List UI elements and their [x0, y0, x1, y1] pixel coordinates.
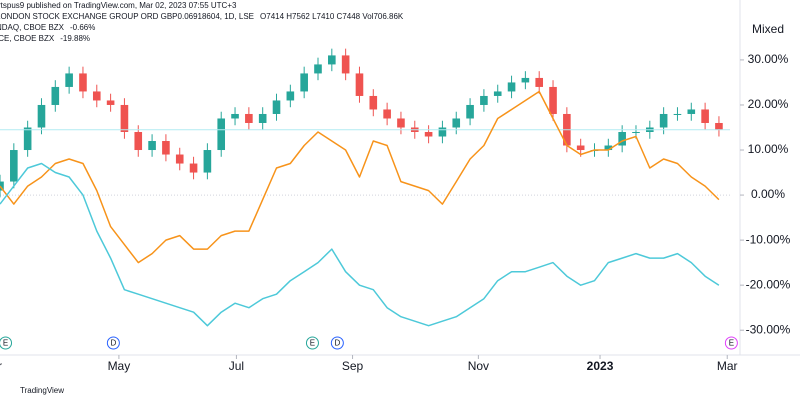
event-label: D [334, 339, 340, 348]
scale-label: Mixed [752, 22, 784, 36]
event-marker [0, 336, 13, 350]
event-label: E [729, 339, 734, 348]
candle-body [258, 113, 267, 123]
legend-entry: ICE, CBOE BZX [0, 34, 55, 43]
candle-body [632, 131, 640, 133]
event-marker [305, 336, 319, 350]
y-tick-label: 30.00% [748, 52, 789, 66]
plot [0, 48, 730, 327]
candle-body [120, 104, 129, 132]
candle-body [424, 131, 433, 137]
x-tick-label: Jul [229, 359, 244, 373]
candle-body [521, 77, 530, 83]
candle-body [231, 113, 239, 119]
candle-body [715, 122, 723, 130]
x-tick-label: 2023 [587, 359, 614, 373]
legend-change: -19.88% [60, 34, 90, 43]
candle-body [604, 145, 613, 151]
candle-body [0, 181, 4, 191]
x-tick-label: Sep [342, 359, 364, 373]
candle-body [452, 118, 461, 128]
y-tick-label: -20.00% [746, 277, 791, 291]
event-marker [106, 336, 120, 350]
candle-body [245, 113, 253, 123]
event-label: D [110, 339, 116, 348]
candle-body [37, 104, 46, 128]
x-tick-label: Mar [717, 359, 738, 373]
legend-entry: NDAQ, CBOE BZX [0, 23, 65, 32]
candle-body [369, 95, 378, 110]
candle-body [300, 73, 308, 92]
candle-body [493, 91, 502, 96]
candle-body [79, 73, 87, 92]
y-tick-label: 10.00% [748, 142, 789, 156]
candle-body [341, 55, 350, 74]
event-marker [724, 336, 738, 350]
y-tick-label: 20.00% [748, 97, 789, 111]
candle-body [23, 127, 32, 151]
candle-body [480, 95, 488, 105]
legend-ohlc: O7414 H7562 L7410 C7448 Vol706.86K [260, 12, 404, 21]
candle-body [328, 55, 336, 65]
candle-body [65, 73, 73, 87]
y-tick-label: -30.00% [746, 322, 791, 336]
candle-body [189, 163, 198, 173]
candle-body [397, 118, 405, 128]
candle-body [217, 118, 226, 151]
candle-body [659, 113, 668, 128]
event-marker [330, 336, 344, 350]
candle-body [203, 150, 212, 173]
candle-body [162, 141, 170, 155]
x-tick-label: Nov [468, 359, 489, 373]
candle-body [618, 131, 626, 146]
candle-body [466, 104, 474, 119]
line-series [0, 162, 720, 327]
candle-body [92, 91, 101, 101]
candle-body [438, 127, 447, 137]
line-series [0, 90, 720, 264]
candle-body [687, 109, 696, 114]
candle-body [701, 109, 709, 123]
brand: TradingView [20, 386, 64, 395]
x-tick-label: Mar [0, 359, 2, 373]
candle-body [51, 86, 60, 105]
candle-body [673, 113, 682, 115]
candle-body [106, 100, 115, 105]
candle-body [507, 82, 516, 92]
candle-body [148, 141, 156, 151]
candle-body [314, 64, 322, 74]
candle-body [383, 109, 391, 119]
event-label: E [3, 339, 8, 348]
legend-change: -0.66% [70, 23, 95, 32]
y-tick-label: -10.00% [746, 232, 791, 246]
candle-body [134, 131, 143, 151]
candle-body [549, 86, 557, 114]
candle-body [355, 73, 364, 96]
y-tick-label: 0.00% [751, 187, 785, 201]
x-tick-label: May [108, 359, 131, 373]
candle-body [10, 150, 18, 182]
legend-entry: LONDON STOCK EXCHANGE GROUP ORD GBP0.069… [0, 12, 254, 21]
candle-body [175, 154, 184, 164]
caption: rtspus9 published on TradingView.com, Ma… [0, 1, 237, 10]
candle-body [535, 77, 544, 87]
candle-body [286, 91, 295, 101]
candle-body [272, 100, 281, 114]
candle-body [576, 145, 585, 151]
event-label: E [310, 339, 315, 348]
